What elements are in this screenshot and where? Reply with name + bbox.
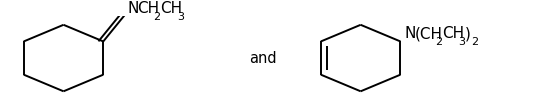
Text: 2: 2 <box>154 12 161 22</box>
Text: ): ) <box>465 26 471 41</box>
Text: CH: CH <box>137 1 160 16</box>
Text: CH: CH <box>161 1 182 16</box>
Text: 2: 2 <box>435 37 442 47</box>
Text: and: and <box>250 51 277 66</box>
Text: 3: 3 <box>177 12 184 22</box>
Text: CH: CH <box>442 26 464 41</box>
Text: 3: 3 <box>458 37 465 47</box>
Text: N: N <box>405 26 416 41</box>
Text: N: N <box>128 1 139 16</box>
Text: (CH: (CH <box>414 26 443 41</box>
Text: 2: 2 <box>471 37 478 47</box>
